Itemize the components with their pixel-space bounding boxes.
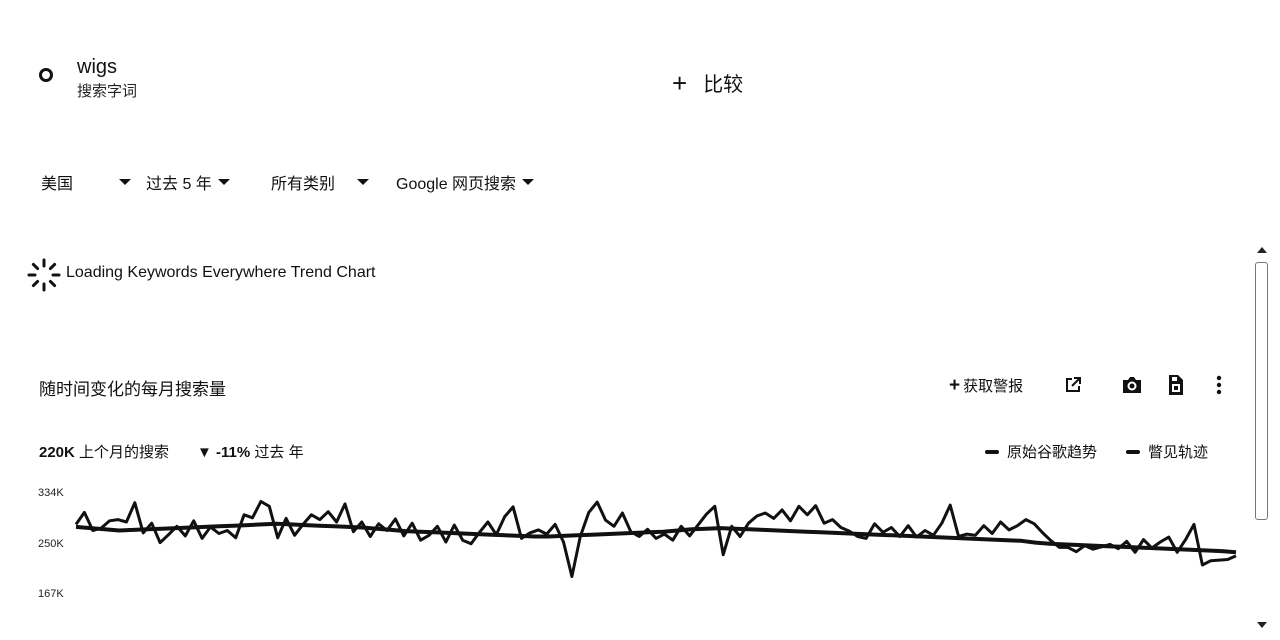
camera-icon[interactable] [1121,374,1143,396]
compare-label: 比较 [703,74,744,96]
chevron-down-icon [357,179,370,185]
last-month-value: 220K [39,444,75,461]
change-value: -11% [216,444,251,461]
filter-search-type-label: Google 网页搜索 [396,176,517,193]
filter-time-range-label: 过去 5 年 [146,176,212,193]
open-in-new-icon[interactable] [1062,374,1084,396]
triangle-down-icon: ▼ [197,444,212,461]
plus-icon: + [949,374,961,396]
search-term[interactable]: wigs [77,56,118,78]
series-line-glimpse-trajectory [75,521,1237,555]
legend-swatch [1126,449,1140,454]
chart-title: 随时间变化的每月搜索量 [39,380,226,399]
scroll-down-arrow-icon[interactable] [1257,622,1267,628]
last-month-searches: 220K 上个月的搜索 [39,441,169,462]
loading-text: Loading Keywords Everywhere Trend Chart [66,264,376,281]
chevron-down-icon [522,179,535,185]
filter-region[interactable]: 美国 [41,170,132,194]
term-color-dot-icon [39,68,53,82]
trend-chart [74,500,1237,578]
filter-category[interactable]: 所有类别 [271,170,370,194]
legend-swatch [985,449,999,454]
y-tick-label: 250K [38,538,64,550]
legend-item-raw-trends[interactable]: 原始谷歌趋势 [985,441,1097,462]
compare-button[interactable]: + 比较 [672,68,743,97]
plus-icon: + [672,67,688,98]
search-term-type: 搜索字词 [77,83,138,100]
legend-item-glimpse-trajectory[interactable]: 瞥见轨迹 [1126,441,1208,462]
change-label: 过去 年 [254,444,304,461]
scrollbar-thumb[interactable] [1255,262,1268,520]
save-file-icon[interactable] [1165,374,1187,396]
filter-region-label: 美国 [41,176,74,193]
series-line-raw-trends [74,500,1237,578]
y-tick-label: 167K [38,588,64,600]
more-vert-icon[interactable] [1208,374,1230,396]
chevron-down-icon [217,179,230,185]
loading-spinner-icon [27,258,61,292]
filter-category-label: 所有类别 [271,176,336,193]
legend-label: 瞥见轨迹 [1148,444,1209,461]
legend-label: 原始谷歌趋势 [1007,444,1098,461]
last-month-label: 上个月的搜索 [79,444,170,461]
yearly-change: ▼ -11% 过去 年 [197,441,304,462]
get-alert-label: 获取警报 [963,378,1024,395]
chevron-down-icon [119,179,132,185]
scroll-up-arrow-icon[interactable] [1257,247,1267,253]
y-tick-label: 334K [38,487,64,499]
get-alert-button[interactable]: + 获取警报 [949,375,1023,396]
filter-time-range[interactable]: 过去 5 年 [146,170,230,194]
filter-search-type[interactable]: Google 网页搜索 [396,170,535,194]
